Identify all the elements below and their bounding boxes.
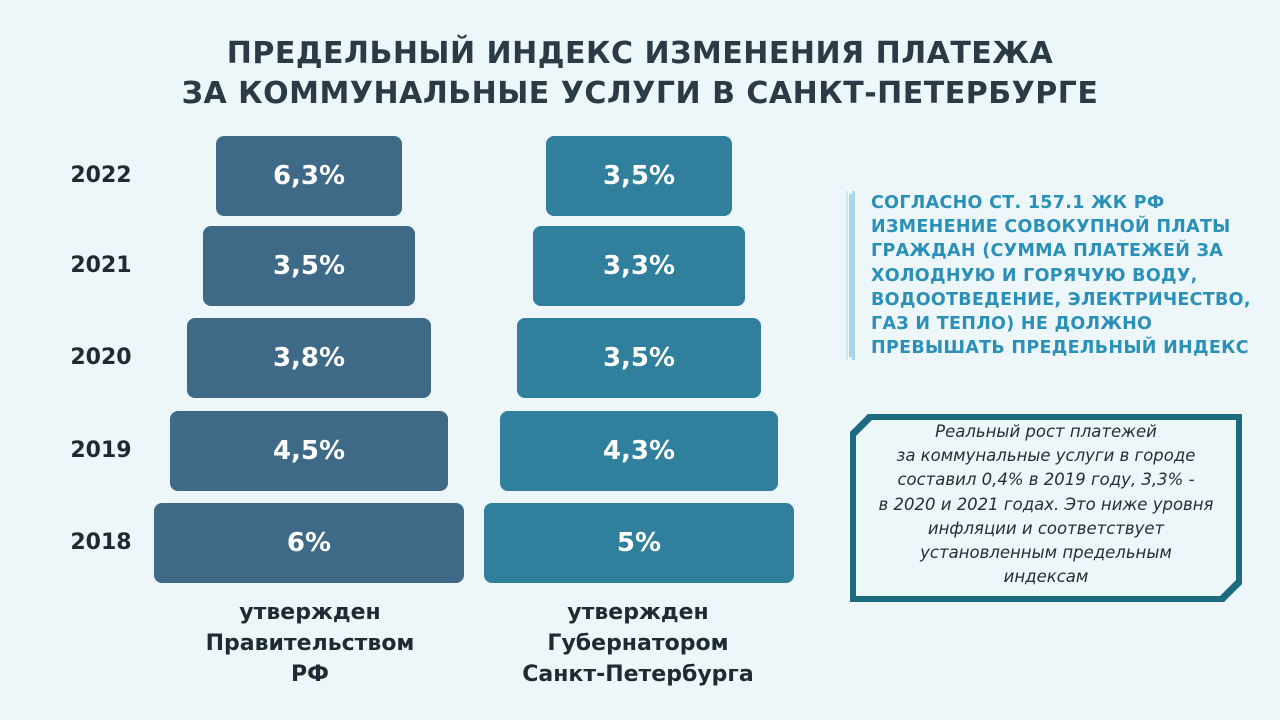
gov-bar-2021: 3,5% <box>203 226 415 306</box>
title-line-2: ЗА КОММУНАЛЬНЫЕ УСЛУГИ В САНКТ-ПЕТЕРБУРГ… <box>181 76 1099 111</box>
gov-bar-2020: 3,8% <box>187 318 431 398</box>
spb-label-line-1: утвержден <box>567 600 709 625</box>
gov-label-line-1: утвержден <box>239 600 381 625</box>
year-label-2018: 2018 <box>70 530 132 555</box>
gov-bar-label-2020: 3,8% <box>272 343 346 373</box>
year-label-2021: 2021 <box>70 253 132 278</box>
gov-bar-label-2019: 4,5% <box>272 436 346 466</box>
note-line-6: ГАЗ И ТЕПЛО) НЕ ДОЛЖНО <box>871 314 1153 335</box>
housing-code-note: СОГЛАСНО СТ. 157.1 ЖК РФ ИЗМЕНЕНИЕ СОВОК… <box>846 191 1271 361</box>
real-growth-box-inner <box>856 420 1236 596</box>
title-line-1: ПРЕДЕЛЬНЫЙ ИНДЕКС ИЗМЕНЕНИЯ ПЛАТЕЖА <box>226 36 1054 71</box>
spb-bar-label-2021: 3,3% <box>602 251 676 281</box>
spb-bar-2019: 4,3% <box>500 411 778 491</box>
spb-label-line-2: Губернатором <box>547 631 729 656</box>
year-label-2019: 2019 <box>70 438 132 463</box>
box-line-1: Реальный рост платежей <box>935 422 1157 441</box>
year-label-2022: 2022 <box>70 163 132 188</box>
real-growth-text: Реальный рост платежей за коммунальные у… <box>850 420 1242 589</box>
note-line-5: ВОДООТВЕДЕНИЕ, ЭЛЕКТРИЧЕСТВО, <box>871 289 1251 310</box>
gov-label-line-2: Правительством <box>205 631 415 656</box>
year-label-2020: 2020 <box>70 345 132 370</box>
chart-title: ПРЕДЕЛЬНЫЙ ИНДЕКС ИЗМЕНЕНИЯ ПЛАТЕЖА ЗА К… <box>0 34 1280 114</box>
spb-bar-2022: 3,5% <box>546 136 732 216</box>
box-line-6: установленным предельным <box>920 543 1172 563</box>
spb-label-line-3: Санкт-Петербурга <box>522 662 754 687</box>
spb-bar-2020: 3,5% <box>517 318 761 398</box>
box-line-2: за коммунальные услуги в городе <box>896 446 1196 466</box>
note-line-7: ПРЕВЫШАТЬ ПРЕДЕЛЬНЫЙ ИНДЕКС <box>871 338 1249 359</box>
gov-bar-2019: 4,5% <box>170 411 448 491</box>
box-line-7: индексам <box>1003 567 1089 587</box>
gov-label-line-3: РФ <box>291 662 329 687</box>
note-line-4: ХОЛОДНУЮ И ГОРЯЧУЮ ВОДУ, <box>871 265 1198 286</box>
note-line-3: ГРАЖДАН (СУММА ПЛАТЕЖЕЙ ЗА <box>871 241 1224 262</box>
box-line-5: инфляции и соответствует <box>927 518 1165 538</box>
gov-bar-label-2018: 6% <box>286 528 332 558</box>
spb-bar-2021: 3,3% <box>533 226 745 306</box>
spb-bar-label-2020: 3,5% <box>602 343 676 373</box>
note-line-2: ИЗМЕНЕНИЕ СОВОКУПНОЙ ПЛАТЫ <box>871 217 1231 238</box>
gov-bar-label-2021: 3,5% <box>272 251 346 281</box>
spb-bar-label-2019: 4,3% <box>602 436 676 466</box>
gov-bar-2022: 6,3% <box>216 136 402 216</box>
spb-bar-label-2022: 3,5% <box>602 161 676 191</box>
gov-bar-label-2022: 6,3% <box>272 161 346 191</box>
spb-bar-label-2018: 5% <box>616 528 662 558</box>
spb-bar-2018: 5% <box>484 503 794 583</box>
box-line-3: составил 0,4% в 2019 году, 3,3% - <box>897 470 1195 490</box>
box-line-4: в 2020 и 2021 годах. Это ниже уровня <box>878 494 1214 514</box>
spb-column-label: утвержден Губернатором Санкт-Петербурга <box>498 597 778 690</box>
note-line-1: СОГЛАСНО СТ. 157.1 ЖК РФ <box>871 193 1165 213</box>
real-growth-box <box>850 414 1242 602</box>
gov-bar-2018: 6% <box>154 503 464 583</box>
gov-column-label: утвержден Правительством РФ <box>180 597 440 690</box>
